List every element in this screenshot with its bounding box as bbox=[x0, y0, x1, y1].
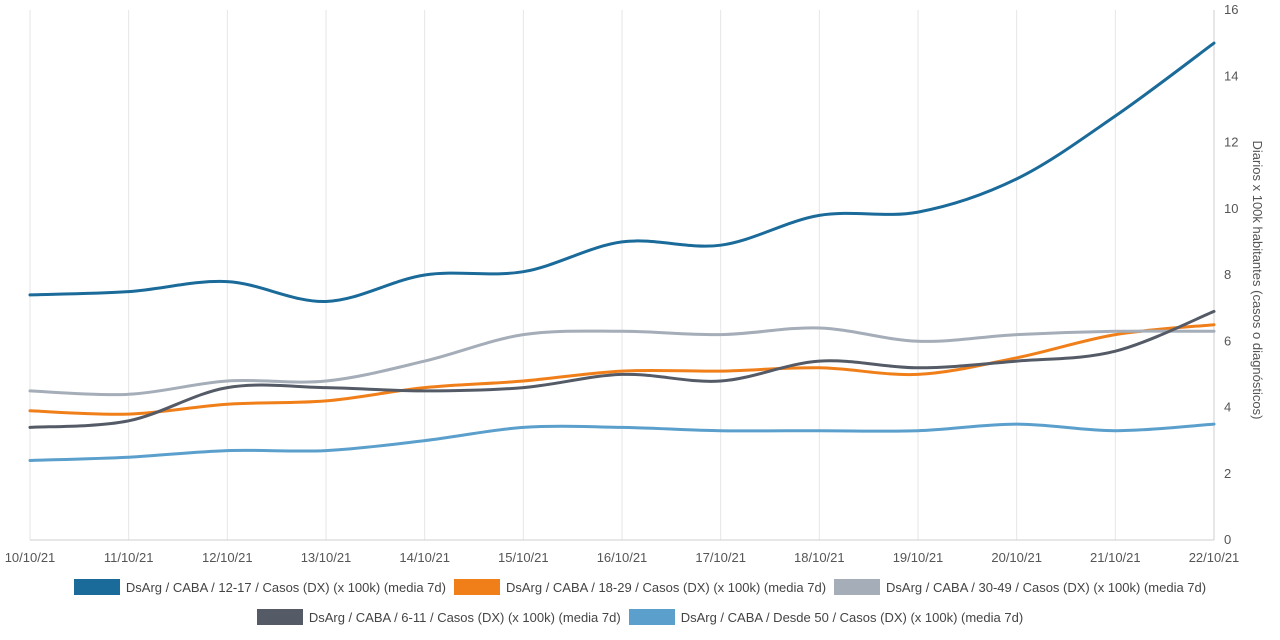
vertical-gridlines bbox=[29, 10, 1215, 540]
y-tick-label: 4 bbox=[1224, 400, 1231, 415]
legend-item-desde-50[interactable]: DsArg / CABA / Desde 50 / Casos (DX) (x … bbox=[628, 609, 1024, 625]
y-tick-label: 8 bbox=[1224, 267, 1231, 282]
y-tick-label: 10 bbox=[1224, 201, 1238, 216]
legend-label: DsArg / CABA / 18-29 / Casos (DX) (x 100… bbox=[505, 579, 827, 595]
legend-label: DsArg / CABA / 30-49 / Casos (DX) (x 100… bbox=[886, 579, 1207, 595]
legend-swatch bbox=[834, 579, 881, 595]
x-tick-label: 18/10/21 bbox=[794, 550, 845, 565]
x-tick-label: 21/10/21 bbox=[1090, 550, 1141, 565]
y-tick-label: 12 bbox=[1224, 135, 1238, 150]
series-line-0 bbox=[28, 41, 1216, 304]
series-line-2 bbox=[28, 326, 1216, 397]
axes bbox=[30, 10, 1215, 541]
x-tick-label: 11/10/21 bbox=[104, 550, 154, 565]
legend-label: DsArg / CABA / 6-11 / Casos (DX) (x 100k… bbox=[308, 609, 621, 625]
line-chart: 10/10/21 11/10/21 12/10/21 13/10/21 14/10/21… bbox=[5, 2, 1265, 565]
y-tick-label: 14 bbox=[1224, 68, 1238, 83]
legend-item-30-49[interactable]: DsArg / CABA / 30-49 / Casos (DX) (x 100… bbox=[834, 579, 1206, 595]
y-tick-label: 16 bbox=[1224, 2, 1238, 17]
legend-swatch bbox=[453, 579, 500, 595]
legend-row-1: DsArg / CABA / 12-17 / Casos (DX) (x 100… bbox=[0, 572, 1280, 602]
x-tick-label: 14/10/21 bbox=[399, 550, 450, 565]
legend-item-18-29[interactable]: DsArg / CABA / 18-29 / Casos (DX) (x 100… bbox=[453, 579, 827, 595]
series-line-4 bbox=[28, 422, 1216, 462]
y-axis-label: Diarios x 100k habitantes (casos o diagn… bbox=[1250, 141, 1265, 420]
legend-row-2: DsArg / CABA / 6-11 / Casos (DX) (x 100k… bbox=[0, 602, 1280, 632]
y-tick-label: 0 bbox=[1224, 532, 1231, 547]
legend-item-6-11[interactable]: DsArg / CABA / 6-11 / Casos (DX) (x 100k… bbox=[256, 609, 621, 625]
x-tick-label: 13/10/21 bbox=[301, 550, 352, 565]
y-tick-label: 6 bbox=[1224, 333, 1231, 348]
series-line-3 bbox=[28, 309, 1216, 429]
legend-swatch bbox=[628, 609, 675, 625]
x-tick-label: 17/10/21 bbox=[695, 550, 746, 565]
legend-label: DsArg / CABA / 12-17 / Casos (DX) (x 100… bbox=[125, 579, 446, 595]
x-tick-label: 19/10/21 bbox=[893, 550, 944, 565]
y-tick-labels: 0 2 4 6 8 10 12 14 16 bbox=[1224, 2, 1238, 547]
legend-swatch bbox=[256, 609, 303, 625]
x-tick-label: 20/10/21 bbox=[991, 550, 1042, 565]
legend: DsArg / CABA / 12-17 / Casos (DX) (x 100… bbox=[0, 572, 1280, 632]
legend-item-12-17[interactable]: DsArg / CABA / 12-17 / Casos (DX) (x 100… bbox=[73, 579, 446, 595]
y-tick-label: 2 bbox=[1224, 466, 1231, 481]
x-tick-label: 22/10/21 bbox=[1189, 550, 1240, 565]
legend-swatch bbox=[73, 579, 120, 595]
x-tick-labels: 10/10/21 11/10/21 12/10/21 13/10/21 14/10/21… bbox=[5, 550, 1240, 565]
series-line-1 bbox=[28, 323, 1216, 416]
x-tick-label: 15/10/21 bbox=[498, 550, 549, 565]
x-tick-label: 10/10/21 bbox=[5, 550, 56, 565]
legend-label: DsArg / CABA / Desde 50 / Casos (DX) (x … bbox=[680, 609, 1024, 625]
series-lines bbox=[28, 41, 1216, 462]
x-tick-label: 16/10/21 bbox=[597, 550, 648, 565]
x-tick-label: 12/10/21 bbox=[202, 550, 253, 565]
